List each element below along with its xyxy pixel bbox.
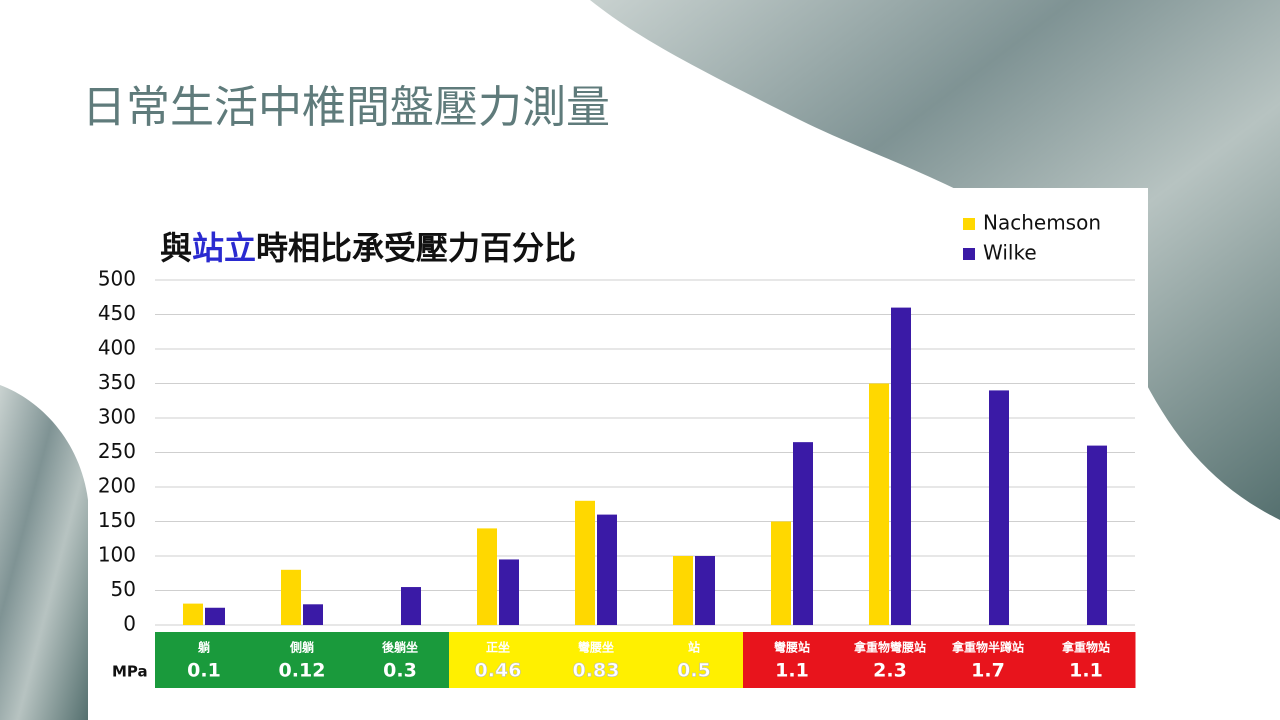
legend-label: Wilke	[983, 241, 1037, 265]
y-tick-label: 400	[98, 336, 136, 360]
mpa-label: MPa	[112, 663, 148, 681]
bar	[281, 569, 301, 625]
x-tick-label: 躺	[198, 640, 210, 655]
bar	[989, 390, 1009, 625]
x-tick-label: 後躺坐	[382, 640, 418, 655]
legend-swatch	[963, 248, 975, 260]
bar	[205, 607, 225, 625]
y-tick-label: 100	[98, 543, 136, 567]
bar	[771, 521, 791, 625]
mpa-cell	[547, 632, 646, 688]
mpa-value: 0.12	[279, 660, 326, 682]
mpa-value: 1.1	[1069, 660, 1103, 682]
bar	[401, 587, 421, 625]
x-tick-label: 拿重物站	[1061, 640, 1110, 655]
chart-title: 與站立時相比承受壓力百分比	[160, 229, 576, 267]
mpa-cell	[449, 632, 548, 688]
x-tick-label: 正坐	[486, 640, 510, 655]
mpa-value: 0.5	[677, 660, 711, 682]
mpa-value: 2.3	[873, 660, 907, 682]
title-highlight: 站立	[192, 229, 256, 267]
mpa-value: 0.83	[573, 660, 620, 682]
bar	[869, 383, 889, 625]
y-tick-label: 250	[98, 439, 136, 463]
x-tick-label: 拿重物彎腰站	[853, 640, 926, 655]
title-part: 時相比承受壓力百分比	[256, 229, 576, 267]
bar	[183, 603, 203, 625]
x-tick-label: 側躺	[289, 640, 314, 655]
bar	[597, 514, 617, 625]
mpa-cell	[841, 632, 940, 688]
mpa-cell	[351, 632, 450, 688]
y-tick-label: 300	[98, 405, 136, 429]
mpa-cell	[743, 632, 842, 688]
mpa-value: 0.46	[475, 660, 522, 682]
mpa-cell	[645, 632, 744, 688]
x-tick-label: 站	[688, 640, 700, 655]
y-tick-label: 200	[98, 474, 136, 498]
marble-left	[0, 385, 88, 720]
bar	[891, 307, 911, 625]
mpa-value: 0.3	[383, 660, 417, 682]
y-tick-label: 350	[98, 370, 136, 394]
legend-swatch	[963, 218, 975, 230]
x-tick-label: 彎腰站	[774, 640, 810, 655]
mpa-cell	[253, 632, 352, 688]
y-tick-label: 50	[111, 577, 136, 601]
bar	[793, 442, 813, 625]
bar	[695, 556, 715, 625]
bar	[499, 559, 519, 625]
mpa-value: 0.1	[187, 660, 221, 682]
mpa-cell	[1037, 632, 1136, 688]
mpa-cell	[155, 632, 254, 688]
bar	[303, 604, 323, 625]
page-title: 日常生活中椎間盤壓力測量	[82, 82, 610, 133]
x-tick-label: 拿重物半蹲站	[951, 640, 1024, 655]
y-tick-label: 450	[98, 301, 136, 325]
marble-top-right	[590, 0, 1280, 520]
legend-label: Nachemson	[983, 211, 1101, 235]
bar	[673, 556, 693, 625]
y-tick-label: 500	[98, 267, 136, 291]
y-tick-label: 0	[123, 612, 136, 636]
x-tick-label: 彎腰坐	[578, 640, 614, 655]
chart-panel	[88, 188, 1148, 715]
mpa-cell	[939, 632, 1038, 688]
mpa-value: 1.7	[971, 660, 1005, 682]
bar	[1087, 445, 1107, 625]
y-tick-label: 150	[98, 508, 136, 532]
title-part: 與	[160, 229, 192, 267]
mpa-value: 1.1	[775, 660, 809, 682]
bar	[477, 528, 497, 625]
bar	[575, 500, 595, 625]
